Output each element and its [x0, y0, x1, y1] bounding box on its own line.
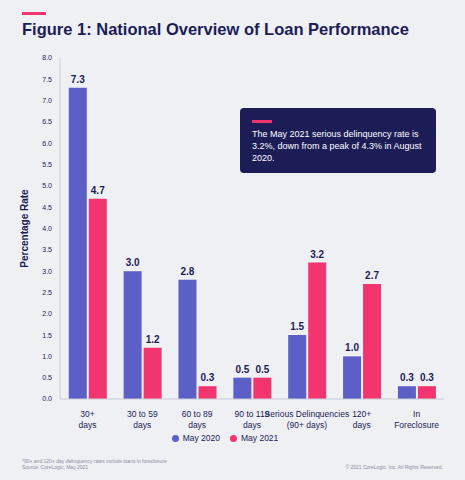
svg-text:1.2: 1.2 [146, 334, 160, 345]
svg-text:0.3: 0.3 [420, 372, 434, 383]
svg-text:0.5: 0.5 [255, 364, 269, 375]
html-text:May 2021: May 2021 [241, 433, 279, 443]
svg-text:2.8: 2.8 [181, 266, 195, 277]
svg-text:1.0: 1.0 [42, 353, 52, 360]
svg-text:6.5: 6.5 [42, 118, 52, 125]
svg-text:5.5: 5.5 [42, 161, 52, 168]
svg-text:120+days: 120+days [352, 409, 371, 430]
html-text:90 to 119: 90 to 119 [234, 409, 270, 419]
svg-text:4.7: 4.7 [91, 185, 105, 196]
svg-text:0.5: 0.5 [235, 364, 249, 375]
svg-text:0.3: 0.3 [201, 372, 215, 383]
svg-text:0.0: 0.0 [42, 395, 52, 402]
svg-text:2.7: 2.7 [365, 270, 379, 281]
svg-text:5.0: 5.0 [42, 182, 52, 189]
svg-text:0.5: 0.5 [42, 374, 52, 381]
html-text:days: days [243, 420, 261, 430]
svg-text:6.0: 6.0 [42, 140, 52, 147]
svg-text:7.3: 7.3 [71, 74, 85, 85]
svg-text:3.5: 3.5 [42, 246, 52, 253]
svg-text:30+days: 30+days [78, 409, 96, 430]
html-text:*90+ and 120+ day delinquency: *90+ and 120+ day delinquency rates incl… [22, 458, 167, 464]
svg-text:Serious Delinquencies(90+ days: Serious Delinquencies(90+ days) [265, 409, 350, 430]
svg-text:0.3: 0.3 [400, 372, 414, 383]
svg-text:3.0: 3.0 [42, 268, 52, 275]
svg-text:4.0: 4.0 [42, 225, 52, 232]
svg-text:3.0: 3.0 [126, 257, 140, 268]
svg-text:7.5: 7.5 [42, 76, 52, 83]
svg-text:3.2: 3.2 [310, 249, 324, 260]
svg-text:2.0: 2.0 [42, 310, 52, 317]
svg-text:60 to 89days: 60 to 89days [182, 409, 213, 430]
svg-text:1.5: 1.5 [42, 332, 52, 339]
html-text:The May 2021 serious delinquen: The May 2021 serious delinquency rate is… [252, 128, 422, 163]
svg-text:7.0: 7.0 [42, 97, 52, 104]
svg-text:1.5: 1.5 [290, 321, 304, 332]
html-text:© 2021 CoreLogic, Inc. All Rig: © 2021 CoreLogic, Inc. All Rights Reserv… [345, 464, 443, 470]
svg-text:30 to 59days: 30 to 59days [127, 409, 158, 430]
svg-text:2.5: 2.5 [42, 289, 52, 296]
html-text:May 2020: May 2020 [182, 433, 220, 443]
html-text:Figure 1: National Overview of: Figure 1: National Overview of Loan Perf… [22, 20, 409, 38]
svg-text:Percentage Rate: Percentage Rate [19, 189, 30, 268]
svg-text:8.0: 8.0 [42, 54, 52, 61]
svg-text:4.5: 4.5 [42, 204, 52, 211]
svg-text:InForeclosure: InForeclosure [394, 409, 439, 430]
html-text:Source: CoreLogic, May 2021: Source: CoreLogic, May 2021 [22, 464, 89, 470]
svg-text:1.0: 1.0 [345, 342, 359, 353]
